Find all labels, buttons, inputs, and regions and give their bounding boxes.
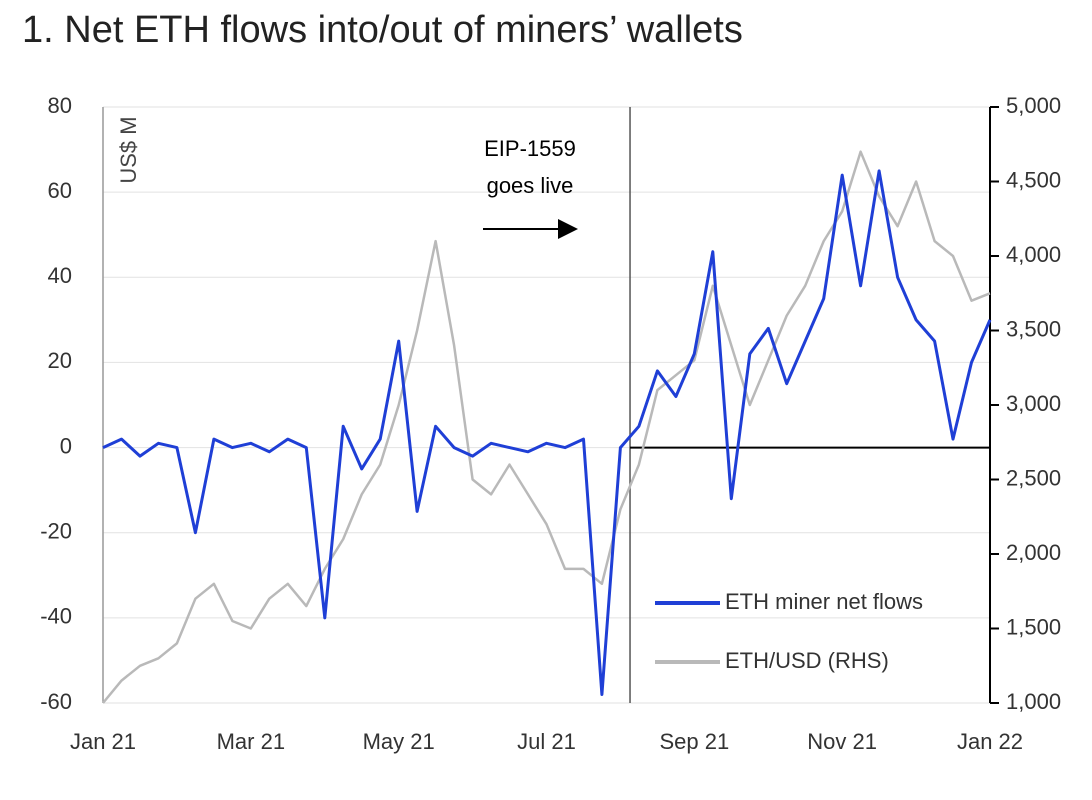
legend-label: ETH miner net flows bbox=[725, 589, 923, 614]
series-line bbox=[102, 150, 991, 704]
y-tick-label: 0 bbox=[60, 433, 72, 458]
x-tick-label: Mar 21 bbox=[217, 729, 285, 754]
y-tick-label: 80 bbox=[48, 93, 72, 118]
y-tick-label: -60 bbox=[40, 689, 72, 714]
x-tick-label: Jan 22 bbox=[957, 729, 1023, 754]
y-tick-label: 40 bbox=[48, 263, 72, 288]
series-line bbox=[102, 169, 992, 696]
y-tick-label: -40 bbox=[40, 604, 72, 629]
y2-tick-label: 4,000 bbox=[1006, 242, 1061, 267]
annotation-text: EIP-1559 bbox=[484, 136, 576, 161]
x-tick-label: Nov 21 bbox=[807, 729, 877, 754]
y2-tick-label: 3,500 bbox=[1006, 316, 1061, 341]
y-tick-label: 60 bbox=[48, 178, 72, 203]
y-axis-label: US$ M bbox=[116, 116, 141, 183]
x-tick-label: Sep 21 bbox=[659, 729, 729, 754]
y2-tick-label: 1,500 bbox=[1006, 614, 1061, 639]
y-tick-label: -20 bbox=[40, 519, 72, 544]
annotation-text: goes live bbox=[487, 173, 574, 198]
x-tick-label: Jul 21 bbox=[517, 729, 576, 754]
y2-tick-label: 3,000 bbox=[1006, 391, 1061, 416]
x-tick-label: Jan 21 bbox=[70, 729, 136, 754]
y-tick-label: 20 bbox=[48, 348, 72, 373]
y2-tick-label: 2,000 bbox=[1006, 540, 1061, 565]
y2-tick-label: 5,000 bbox=[1006, 93, 1061, 118]
y2-tick-label: 4,500 bbox=[1006, 167, 1061, 192]
y2-tick-label: 2,500 bbox=[1006, 465, 1061, 490]
x-tick-label: May 21 bbox=[363, 729, 435, 754]
legend-label: ETH/USD (RHS) bbox=[725, 648, 889, 673]
y2-tick-label: 1,000 bbox=[1006, 689, 1061, 714]
chart-title: 1. Net ETH flows into/out of miners’ wal… bbox=[22, 9, 743, 51]
